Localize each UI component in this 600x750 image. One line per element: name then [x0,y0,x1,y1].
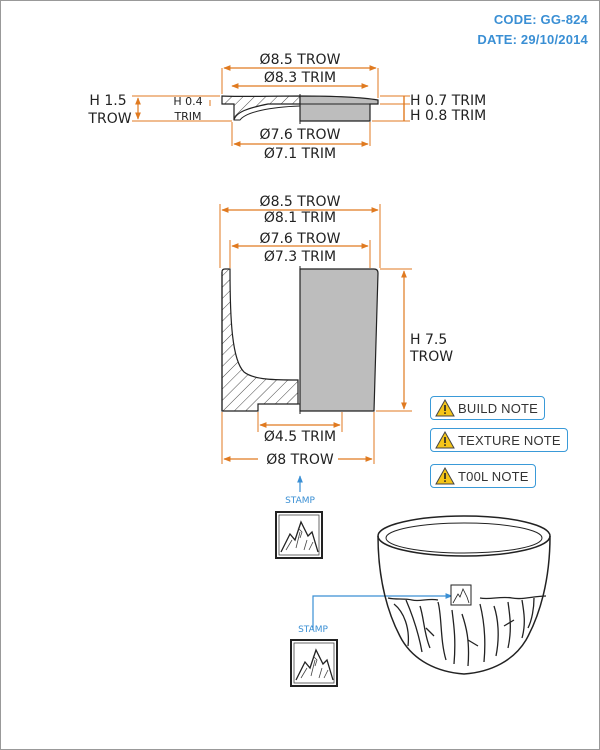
warning-icon [435,431,455,449]
lid-outer-diameter-trim-label: Ø8.3 TRIM [264,70,336,86]
small-stamp-mark-icon [450,584,472,606]
lid-rim-height-label: H 0.4 [173,95,202,108]
tool-note-label: T00L NOTE [458,468,529,484]
pot-base-diameter-label: Ø8 TROW [266,452,334,468]
lid-rim-height-unit: TRIM [173,110,201,123]
pot-foot-diameter-label: Ø4.5 TRIM [264,429,336,445]
stamp-top-label: STAMP [285,496,315,506]
tool-note-button[interactable]: T00L NOTE [430,464,536,488]
lid-cap-height-trim-label: H 0.8 TRIM [410,108,486,124]
texture-note-label: TEXTURE NOTE [458,432,561,448]
lid-inner-diameter-label: Ø7.6 TROW [260,127,341,143]
texture-note-button[interactable]: TEXTURE NOTE [430,428,568,452]
build-note-button[interactable]: BUILD NOTE [430,396,546,420]
lid-section: Ø8.5 TROW Ø8.3 TRIM H 1.5 TROW H 0.4 TRI… [87,52,486,162]
pot-right-half [299,268,379,412]
pot-perspective-view [377,515,551,675]
stamp-bottom: STAMP [290,593,453,687]
lid-right-profile [299,95,379,122]
stamp-top: STAMP [275,475,323,559]
mountain-stamp-icon [275,511,323,559]
drawing-date: DATE: 29/10/2014 [477,32,588,47]
mountain-stamp-icon [290,639,338,687]
drawing-code: CODE: GG-824 [493,12,588,27]
pot-height-unit: TROW [409,349,453,365]
pot-top-diameter-trim-label: Ø8.1 TRIM [264,210,336,226]
build-note-label: BUILD NOTE [458,400,539,416]
lid-cap-height-label: H 0.7 TRIM [410,93,486,109]
lid-total-height-label: H 1.5 [89,93,126,109]
pot-inner-diameter-label: Ø7.6 TROW [260,231,341,247]
pot-inner-diameter-trim-label: Ø7.3 TRIM [264,249,336,265]
lid-inner-diameter-trim-label: Ø7.1 TRIM [264,146,336,162]
warning-icon [435,467,455,485]
pot-top-diameter-label: Ø8.5 TROW [260,194,341,210]
stamp-bottom-label: STAMP [298,625,328,635]
lid-total-height-unit: TROW [87,111,131,127]
warning-icon [435,399,455,417]
pot-height-label: H 7.5 [410,332,447,348]
pot-left-wall [221,268,299,412]
lid-outer-diameter-label: Ø8.5 TROW [260,52,341,68]
pot-section: Ø8.5 TROW Ø8.1 TRIM Ø7.6 TROW Ø7.3 TRIM … [219,194,453,468]
